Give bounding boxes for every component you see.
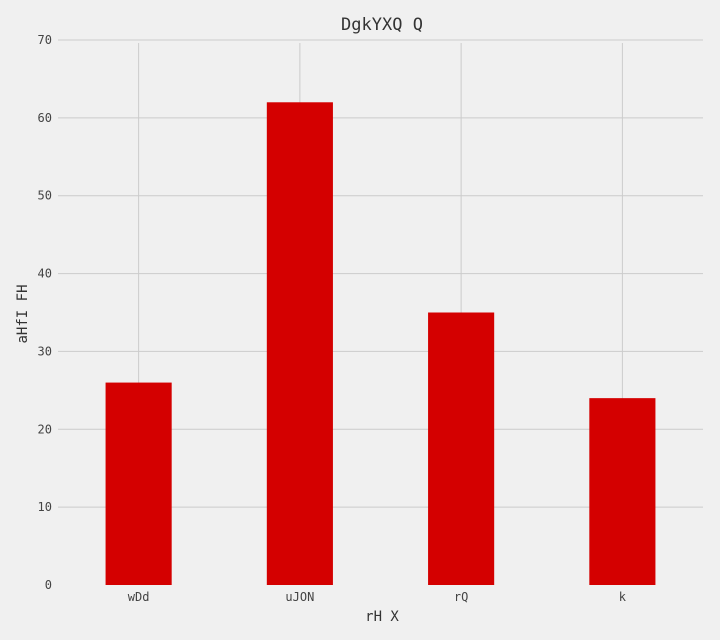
x-axis-label: rH X (365, 609, 399, 625)
y-axis-label: aHfI FH (15, 284, 31, 343)
bars (105, 102, 656, 586)
y-tick-label: 20 (38, 422, 52, 436)
y-tick-label: 70 (38, 33, 52, 47)
y-tick-label: 0 (45, 578, 52, 592)
chart-title: DgkYXQ Q (341, 15, 423, 35)
y-tick-label: 40 (38, 267, 52, 281)
bar-wDd (105, 382, 172, 585)
y-tick-labels: 0 10 20 30 40 50 60 70 (38, 33, 52, 592)
x-tick-label: k (619, 590, 627, 604)
y-tick-label: 10 (38, 500, 52, 514)
y-tick-label: 60 (38, 111, 52, 125)
y-tick-label: 50 (38, 189, 52, 203)
x-tick-label: wDd (128, 590, 150, 604)
x-tick-label: uJON (285, 590, 314, 604)
y-tick-label: 30 (38, 344, 52, 358)
x-tick-label: rQ (454, 590, 468, 604)
bar-k (589, 398, 656, 585)
x-tick-labels: wDd uJON rQ k (128, 590, 627, 604)
bar-rQ (428, 312, 495, 585)
bar-uJON (266, 102, 333, 586)
